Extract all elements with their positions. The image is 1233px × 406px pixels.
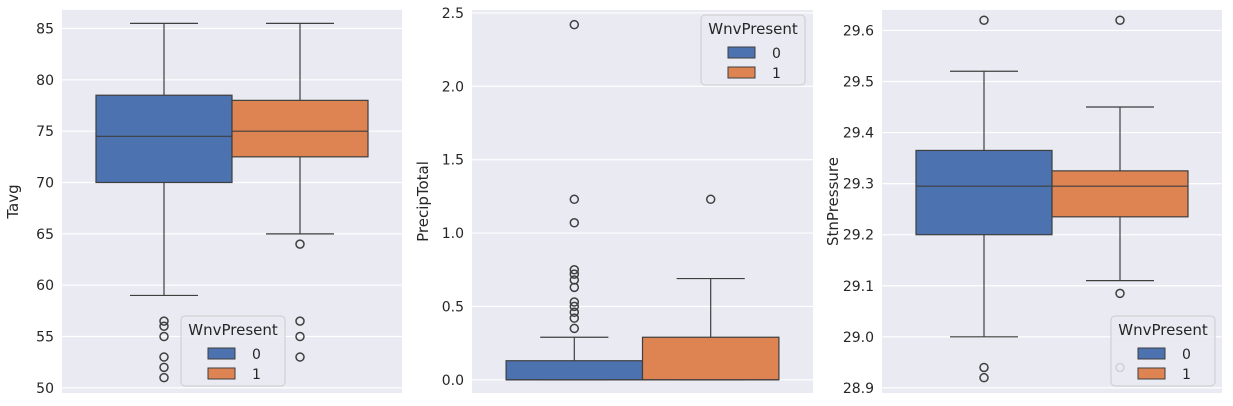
box-series-1 (1051, 15, 1189, 373)
outlier-point (159, 362, 169, 373)
legend-title: WnvPresent (188, 321, 278, 339)
y-axis-label: Tavg (4, 184, 22, 219)
y-tick-label: 29.0 (843, 330, 874, 346)
outlier-point (159, 321, 169, 332)
panel-3: 28.9 29.0 29.1 29.2 29.3 29.4 29.5 29.6 StnPress… (824, 10, 1222, 397)
outlier-point (159, 352, 169, 362)
outlier-point (295, 331, 305, 342)
y-tick-label: 0.5 (442, 299, 464, 315)
box (1051, 170, 1189, 218)
y-tick-label: 50 (36, 381, 54, 397)
y-axis-label: PrecipTotal (414, 161, 432, 242)
y-tick-label: 60 (36, 278, 54, 294)
outlier-point (569, 264, 580, 275)
outlier-point (295, 352, 305, 362)
box (95, 94, 233, 184)
y-tick-label: 75 (36, 124, 54, 140)
legend-label-0: 0 (252, 347, 261, 363)
legend-swatch-1 (1137, 367, 1166, 380)
outlier-point (569, 275, 580, 285)
outlier-point (569, 194, 580, 205)
y-tick-label: 29.6 (843, 23, 874, 39)
outlier-point (159, 331, 169, 342)
y-tick-label: 80 (36, 73, 54, 89)
y-tick-label: 2.5 (442, 6, 464, 22)
outlier-point (295, 239, 305, 249)
outlier-point (569, 218, 580, 228)
box (915, 149, 1053, 236)
y-tick-label: 29.5 (843, 74, 874, 90)
y-tick-label: 29.4 (843, 126, 874, 142)
legend-label-1: 1 (1182, 367, 1191, 383)
legend-label-1: 1 (252, 367, 261, 383)
legend-swatch-0 (727, 46, 756, 59)
legend-label-0: 0 (1182, 347, 1191, 363)
legend: WnvPresent 0 1 (180, 315, 286, 387)
panel-2: 0.0 0.5 1.0 1.5 2.0 2.5 PrecipTotal WnvPresent 0… (414, 6, 813, 393)
outlier-point (1115, 288, 1125, 299)
box-series-1 (231, 22, 369, 362)
legend: WnvPresent 0 1 (1110, 315, 1216, 387)
y-tick-label: 29.2 (843, 228, 874, 244)
outlier-point (979, 372, 989, 383)
outlier-point (569, 19, 580, 30)
outlier-point (569, 301, 580, 312)
y-tick-label: 55 (36, 330, 54, 346)
legend-swatch-1 (207, 367, 236, 380)
legend-title: WnvPresent (708, 20, 798, 38)
box-series-0 (95, 22, 233, 383)
outlier-point (295, 316, 305, 326)
y-tick-label: 29.3 (843, 177, 874, 193)
box (231, 99, 369, 158)
outlier-point (979, 362, 989, 373)
y-tick-label: 0.0 (442, 373, 464, 389)
outlier-point (569, 313, 580, 323)
outlier-point (159, 372, 169, 383)
legend-label-0: 0 (772, 46, 781, 62)
box-series-1 (641, 194, 780, 381)
box (641, 336, 780, 381)
outlier-point (569, 307, 580, 318)
box (505, 360, 644, 381)
box-series-0 (915, 15, 1053, 383)
outlier-point (159, 316, 169, 326)
y-tick-label: 1.5 (442, 153, 464, 169)
legend-swatch-0 (207, 347, 236, 360)
legend-title: WnvPresent (1118, 321, 1208, 339)
y-tick-label: 2.0 (442, 79, 464, 95)
legend: WnvPresent 0 1 (700, 14, 806, 86)
y-tick-label: 29.1 (843, 279, 874, 295)
y-tick-label: 28.9 (843, 381, 874, 397)
y-tick-label: 70 (36, 176, 54, 192)
legend-swatch-0 (1137, 347, 1166, 360)
legend-swatch-1 (727, 66, 756, 79)
y-tick-label: 85 (36, 21, 54, 37)
outlier-point (979, 15, 989, 25)
panel-1: 50 55 60 65 70 75 80 85 Tavg WnvPresent 0 1 (4, 10, 402, 397)
y-tick-label: 1.0 (442, 226, 464, 242)
outlier-point (1115, 15, 1125, 25)
outlier-point (569, 323, 580, 334)
outlier-point (569, 297, 580, 307)
y-tick-label: 65 (36, 227, 54, 243)
y-axis-label: StnPressure (824, 157, 842, 246)
outlier-point (569, 269, 580, 279)
outlier-point (705, 194, 716, 205)
legend-label-1: 1 (772, 66, 781, 82)
